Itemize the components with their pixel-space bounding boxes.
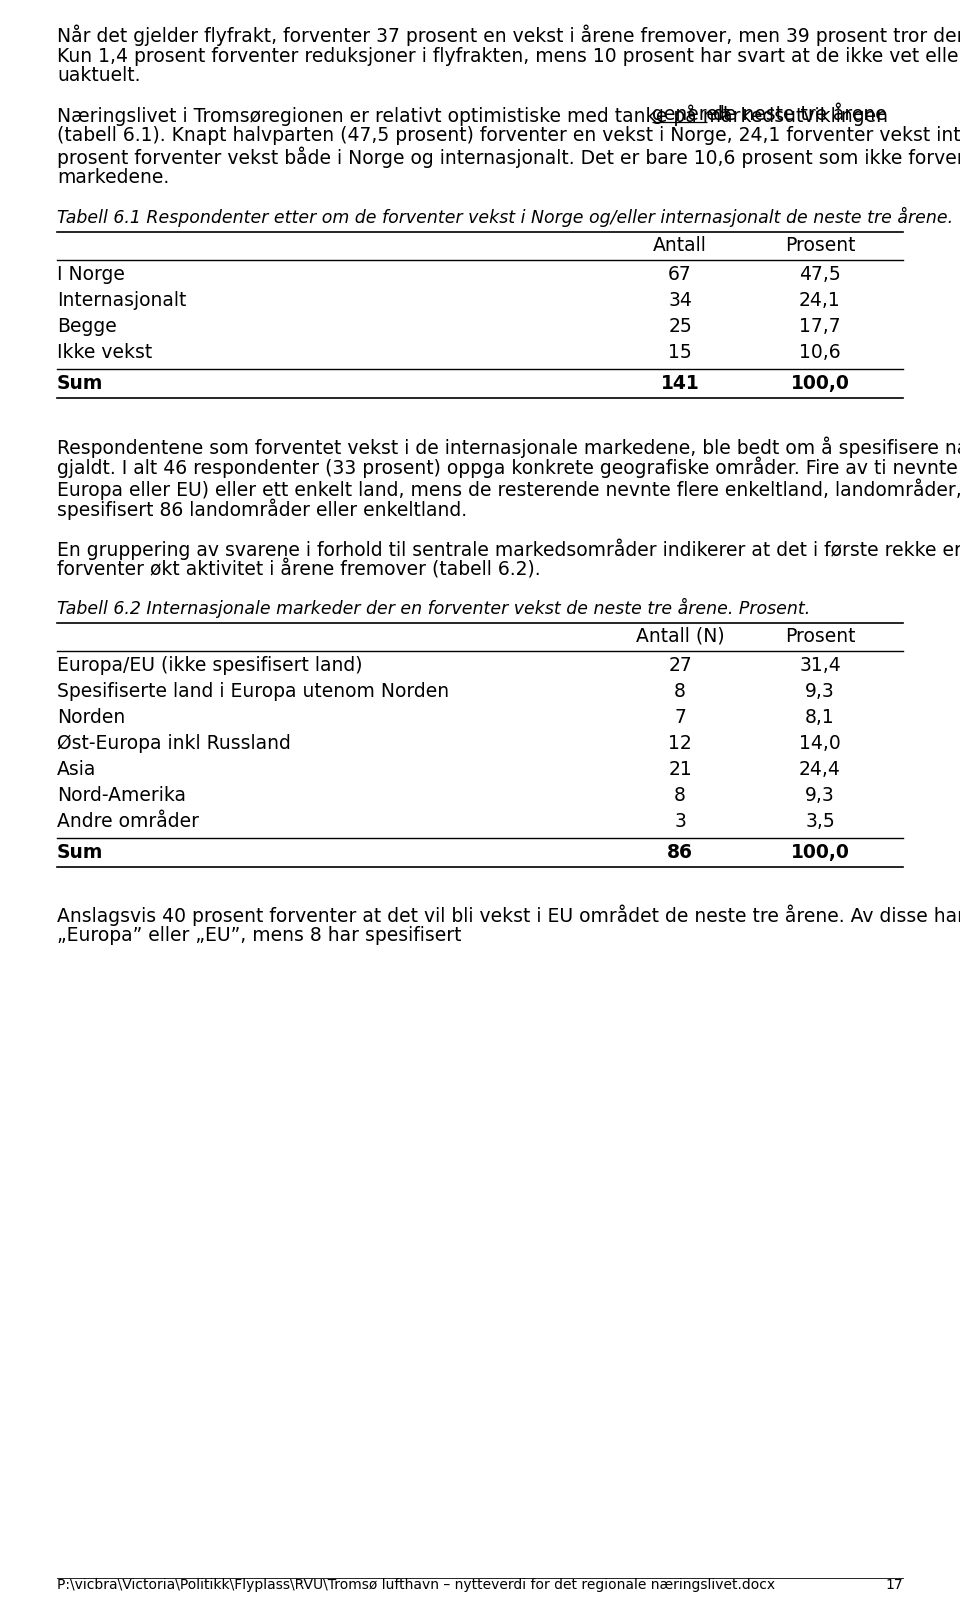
Text: Europa/EU (ikke spesifisert land): Europa/EU (ikke spesifisert land) [57, 655, 363, 675]
Text: markedene.: markedene. [57, 168, 169, 187]
Text: 17: 17 [885, 1578, 903, 1591]
Text: Prosent: Prosent [784, 236, 855, 255]
Text: 34: 34 [668, 291, 692, 310]
Text: gjaldt. I alt 46 respondenter (33 prosent) oppga konkrete geografiske områder. F: gjaldt. I alt 46 respondenter (33 prosen… [57, 457, 960, 478]
Text: 14,0: 14,0 [799, 734, 841, 754]
Text: 9,3: 9,3 [805, 786, 835, 805]
Text: Prosent: Prosent [784, 626, 855, 646]
Text: „Europa” eller „EU”, mens 8 har spesifisert: „Europa” eller „EU”, mens 8 har spesifis… [57, 926, 462, 946]
Text: 3: 3 [674, 812, 686, 831]
Text: I Norge: I Norge [57, 265, 125, 284]
Text: 8: 8 [674, 683, 686, 700]
Text: 25: 25 [668, 316, 692, 336]
Text: Respondentene som forventet vekst i de internasjonale markedene, ble bedt om å s: Respondentene som forventet vekst i de i… [57, 436, 960, 457]
Text: 8: 8 [674, 786, 686, 805]
Text: Kun 1,4 prosent forventer reduksjoner i flyfrakten, mens 10 prosent har svart at: Kun 1,4 prosent forventer reduksjoner i … [57, 45, 960, 66]
Text: Tabell 6.1 Respondenter etter om de forventer vekst i Norge og/eller internasjon: Tabell 6.1 Respondenter etter om de forv… [57, 207, 953, 228]
Text: 8,1: 8,1 [805, 709, 835, 726]
Text: Sum: Sum [57, 843, 104, 862]
Text: 24,1: 24,1 [799, 291, 841, 310]
Text: Antall (N): Antall (N) [636, 626, 724, 646]
Text: de neste tre årene: de neste tre årene [708, 105, 887, 124]
Text: Når det gjelder flyfrakt, forventer 37 prosent en vekst i årene fremover, men 39: Når det gjelder flyfrakt, forventer 37 p… [57, 24, 960, 45]
Text: 9,3: 9,3 [805, 683, 835, 700]
Text: uaktuelt.: uaktuelt. [57, 66, 140, 86]
Text: Næringslivet i Tromsøregionen er relativt optimistiske med tanke på markedsutvik: Næringslivet i Tromsøregionen er relativ… [57, 105, 894, 126]
Text: 141: 141 [660, 374, 700, 392]
Text: P:\vicbra\Victoria\Politikk\Flyplass\RVU\Tromsø lufthavn – nytteverdi for det re: P:\vicbra\Victoria\Politikk\Flyplass\RVU… [57, 1578, 775, 1591]
Text: 31,4: 31,4 [799, 655, 841, 675]
Text: forventer økt aktivitet i årene fremover (tabell 6.2).: forventer økt aktivitet i årene fremover… [57, 558, 540, 579]
Text: En gruppering av svarene i forhold til sentrale markedsområder indikerer at det : En gruppering av svarene i forhold til s… [57, 537, 960, 560]
Text: Antall: Antall [653, 236, 707, 255]
Text: Andre områder: Andre områder [57, 812, 199, 831]
Text: 27: 27 [668, 655, 692, 675]
Text: Anslagsvis 40 prosent forventer at det vil bli vekst i EU området de neste tre å: Anslagsvis 40 prosent forventer at det v… [57, 905, 960, 926]
Text: 67: 67 [668, 265, 692, 284]
Text: generelt: generelt [653, 105, 731, 124]
Text: Europa eller EU) eller ett enkelt land, mens de resterende nevnte flere enkeltla: Europa eller EU) eller ett enkelt land, … [57, 478, 960, 499]
Text: Asia: Asia [57, 760, 96, 780]
Text: 21: 21 [668, 760, 692, 780]
Text: 86: 86 [667, 843, 693, 862]
Text: 24,4: 24,4 [799, 760, 841, 780]
Text: Spesifiserte land i Europa utenom Norden: Spesifiserte land i Europa utenom Norden [57, 683, 449, 700]
Text: 100,0: 100,0 [791, 374, 850, 392]
Text: (tabell 6.1). Knapt halvparten (47,5 prosent) forventer en vekst i Norge, 24,1 f: (tabell 6.1). Knapt halvparten (47,5 pro… [57, 126, 960, 145]
Text: Sum: Sum [57, 374, 104, 392]
Text: prosent forventer vekst både i Norge og internasjonalt. Det er bare 10,6 prosent: prosent forventer vekst både i Norge og … [57, 147, 960, 168]
Text: 47,5: 47,5 [799, 265, 841, 284]
Text: Tabell 6.2 Internasjonale markeder der en forventer vekst de neste tre årene. Pr: Tabell 6.2 Internasjonale markeder der e… [57, 599, 810, 618]
Text: 100,0: 100,0 [791, 843, 850, 862]
Text: spesifisert 86 landområder eller enkeltland.: spesifisert 86 landområder eller enkeltl… [57, 499, 468, 520]
Text: Nord-Amerika: Nord-Amerika [57, 786, 186, 805]
Text: Ikke vekst: Ikke vekst [57, 344, 153, 362]
Text: 12: 12 [668, 734, 692, 754]
Text: 7: 7 [674, 709, 686, 726]
Text: Begge: Begge [57, 316, 117, 336]
Text: 15: 15 [668, 344, 692, 362]
Text: Norden: Norden [57, 709, 125, 726]
Text: Internasjonalt: Internasjonalt [57, 291, 186, 310]
Text: Øst-Europa inkl Russland: Øst-Europa inkl Russland [57, 734, 291, 754]
Text: 17,7: 17,7 [799, 316, 841, 336]
Text: 3,5: 3,5 [805, 812, 835, 831]
Text: 10,6: 10,6 [799, 344, 841, 362]
